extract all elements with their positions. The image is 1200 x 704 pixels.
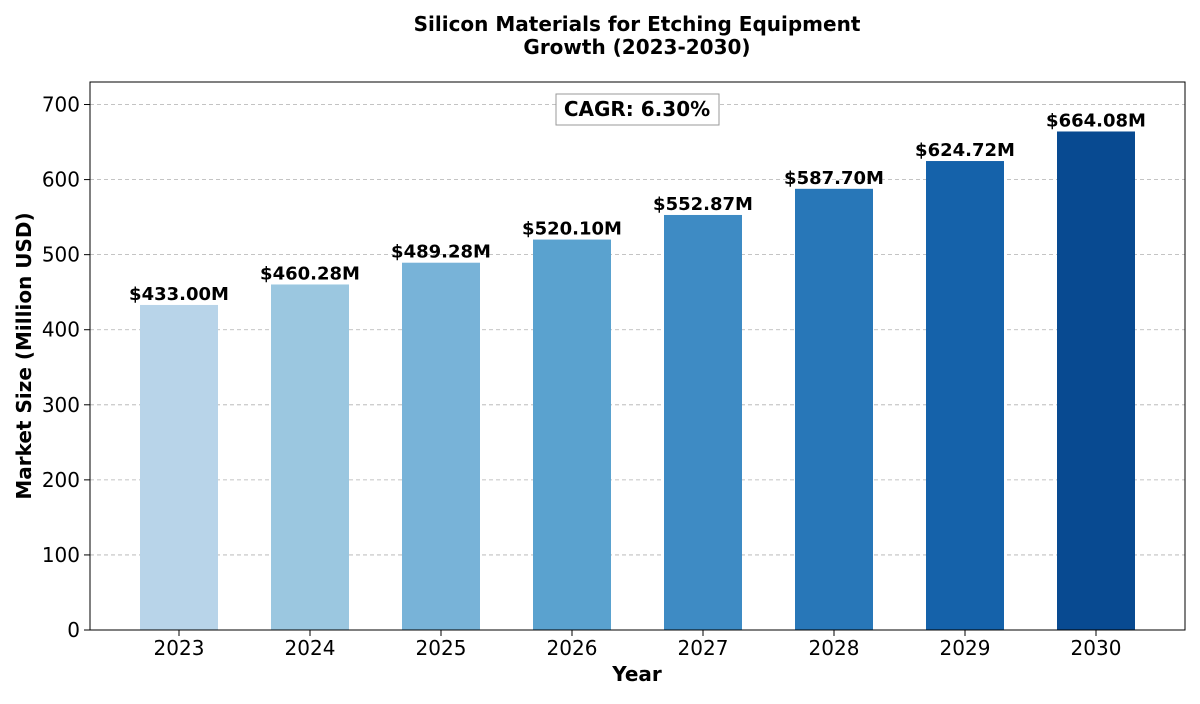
y-axis: 0 100 200 300 400 500 600 700 (42, 93, 90, 642)
x-axis-label: Year (611, 662, 662, 686)
cagr-box (555, 93, 720, 126)
bar-value-label: $489.28M (391, 242, 491, 263)
x-tick-label: 2028 (809, 636, 860, 660)
cagr-annotation: CAGR: 6.30% (555, 93, 720, 126)
bar-2028 (795, 188, 873, 631)
grid-lines (90, 104, 1185, 556)
bar-2025 (402, 262, 480, 630)
x-tick-label: 2026 (547, 636, 598, 660)
bar-value-label: $460.28M (260, 263, 360, 284)
bar-value-label: $624.72M (915, 140, 1015, 161)
bar-2029 (926, 161, 1004, 630)
bar-2026 (533, 239, 611, 630)
x-tick-label: 2027 (678, 636, 729, 660)
bar-value-label: $520.10M (522, 219, 622, 240)
x-tick-label: 2030 (1071, 636, 1122, 660)
y-tick-label: 300 (42, 393, 80, 417)
cagr-text: CAGR: 6.30% (564, 97, 710, 121)
bar-2030 (1057, 131, 1135, 630)
x-tick-label: 2029 (940, 636, 991, 660)
x-tick-label: 2024 (285, 636, 336, 660)
bar-value-label: $552.87M (653, 194, 753, 215)
bar-value-label: $664.08M (1046, 110, 1146, 131)
y-tick-label: 200 (42, 468, 80, 492)
x-tick-label: 2023 (154, 636, 205, 660)
bar-value-label: $433.00M (129, 284, 229, 305)
chart-title-line-1: Silicon Materials for Etching Equipment (414, 12, 861, 36)
x-tick-label: 2025 (416, 636, 467, 660)
y-tick-label: 400 (42, 318, 80, 342)
x-axis: 2023 2024 2025 2026 2027 2028 2029 2030 (154, 630, 1122, 660)
bar-2024 (271, 284, 349, 630)
y-tick-label: 500 (42, 243, 80, 267)
y-tick-label: 600 (42, 168, 80, 192)
bars (140, 131, 1135, 631)
y-tick-label: 100 (42, 543, 80, 567)
bar-value-label: $587.70M (784, 168, 884, 189)
bar-2023 (140, 304, 218, 630)
bar-2027 (664, 214, 742, 631)
data-labels: $433.00M $460.28M $489.28M $520.10M $552.87M… (129, 110, 1146, 304)
chart-title-line-2: Growth (2023-2030) (523, 35, 750, 59)
y-tick-label: 0 (67, 618, 80, 642)
plot-frame (89, 81, 1186, 631)
y-axis-label: Market Size (Million USD) (12, 212, 36, 499)
y-tick-label: 700 (42, 93, 80, 117)
